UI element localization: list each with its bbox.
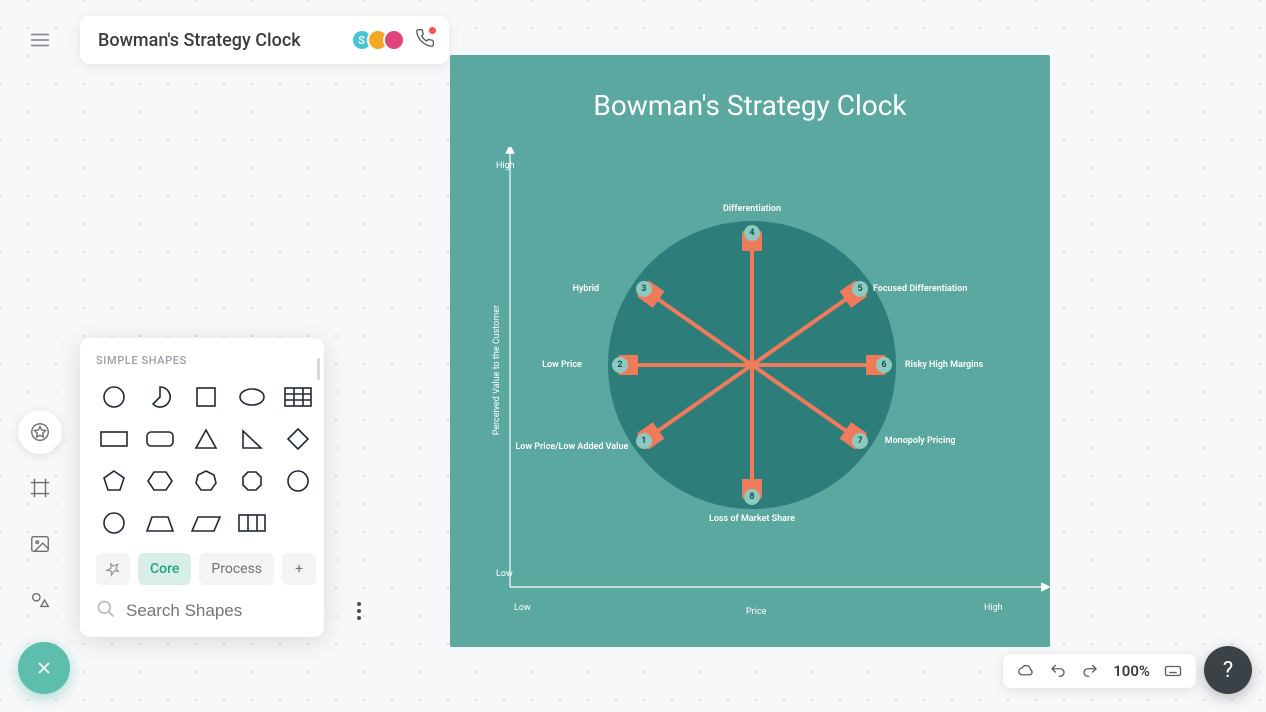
call-button[interactable] [415,28,435,52]
hamburger-icon [29,29,51,51]
clock-node[interactable]: 6 [876,357,892,373]
clock-node[interactable]: 8 [744,489,760,505]
shape-rounded-rect[interactable] [142,423,178,455]
clock-node[interactable]: 3 [636,281,652,297]
clock-node-label: Low Price [542,360,582,370]
shape-search-row [96,595,318,623]
shape-diamond[interactable] [280,423,316,455]
collaborator-avatar[interactable] [383,29,405,51]
shape-nonagon[interactable] [280,465,316,497]
clock-node-label: Low Price/Low Added Value [515,442,628,452]
shape-grid [96,381,318,539]
frame-tool-button[interactable] [18,466,62,510]
panel-more-button[interactable] [357,602,361,620]
close-panel-fab[interactable] [18,642,70,694]
clock-node[interactable]: 4 [744,225,760,241]
shapes-tool-button[interactable] [18,410,62,454]
pin-icon [105,561,121,577]
image-icon [29,533,51,555]
shape-circle[interactable] [96,381,132,413]
search-icon [96,599,116,623]
shape-trapezoid[interactable] [142,507,178,539]
bottom-status-bar: 100% [1003,654,1196,688]
call-notification-dot [429,27,436,34]
diagram-card[interactable]: Bowman's Strategy Clock Perceived Value … [450,55,1050,647]
document-title[interactable]: Bowman's Strategy Clock [98,30,301,51]
clock-node[interactable]: 2 [612,357,628,373]
clock-node-label: Focused Differentiation [873,284,967,294]
process-tab[interactable]: Process [199,553,274,585]
pin-tab[interactable] [96,553,130,585]
panel-section-header: SIMPLE SHAPES [96,354,318,367]
shape-pentagon[interactable] [96,465,132,497]
shape-hexagon[interactable] [142,465,178,497]
shape-triangle[interactable] [188,423,224,455]
clock-arrows [450,55,1050,647]
title-bar: Bowman's Strategy Clock S [80,16,449,64]
shape-square[interactable] [188,381,224,413]
shape-decagon[interactable] [96,507,132,539]
shape-heptagon[interactable] [188,465,224,497]
shape-rect[interactable] [96,423,132,455]
clock-node-label: Differentiation [723,204,781,214]
tool-rail [18,410,62,622]
collaborators: S [351,28,435,52]
clock-node[interactable]: 1 [636,433,652,449]
shape-grid3[interactable] [234,507,270,539]
close-icon [34,658,54,678]
main-menu-button[interactable] [18,18,62,62]
panel-tabs: Core Process + [96,553,318,585]
help-fab[interactable]: ? [1204,646,1252,694]
redo-button[interactable] [1081,662,1099,680]
shapes-library-icon [29,589,51,611]
panel-scrollbar[interactable] [317,358,320,380]
cloud-sync-icon[interactable] [1017,662,1035,680]
keyboard-icon[interactable] [1164,662,1182,680]
zoom-level[interactable]: 100% [1113,662,1150,680]
shape-table-rows[interactable] [280,381,316,413]
star-shapes-icon [29,421,51,443]
add-tab[interactable]: + [282,553,316,585]
shape-parallelogram[interactable] [188,507,224,539]
clock-node-label: Loss of Market Share [709,514,795,524]
shape-ellipse[interactable] [234,381,270,413]
frame-icon [29,477,51,499]
library-tool-button[interactable] [18,578,62,622]
undo-button[interactable] [1049,662,1067,680]
clock-node-label: Hybrid [573,284,600,294]
shape-right-triangle[interactable] [234,423,270,455]
shape-octagon[interactable] [234,465,270,497]
image-tool-button[interactable] [18,522,62,566]
clock-node-label: Risky High Margins [905,360,983,370]
shapes-panel: SIMPLE SHAPES Core Process + [80,338,324,637]
clock-node[interactable]: 5 [852,281,868,297]
core-tab[interactable]: Core [138,553,191,585]
clock-node-label: Monopoly Pricing [885,436,956,446]
clock-node[interactable]: 7 [852,433,868,449]
search-shapes-input[interactable] [126,601,347,621]
shape-pie[interactable] [142,381,178,413]
